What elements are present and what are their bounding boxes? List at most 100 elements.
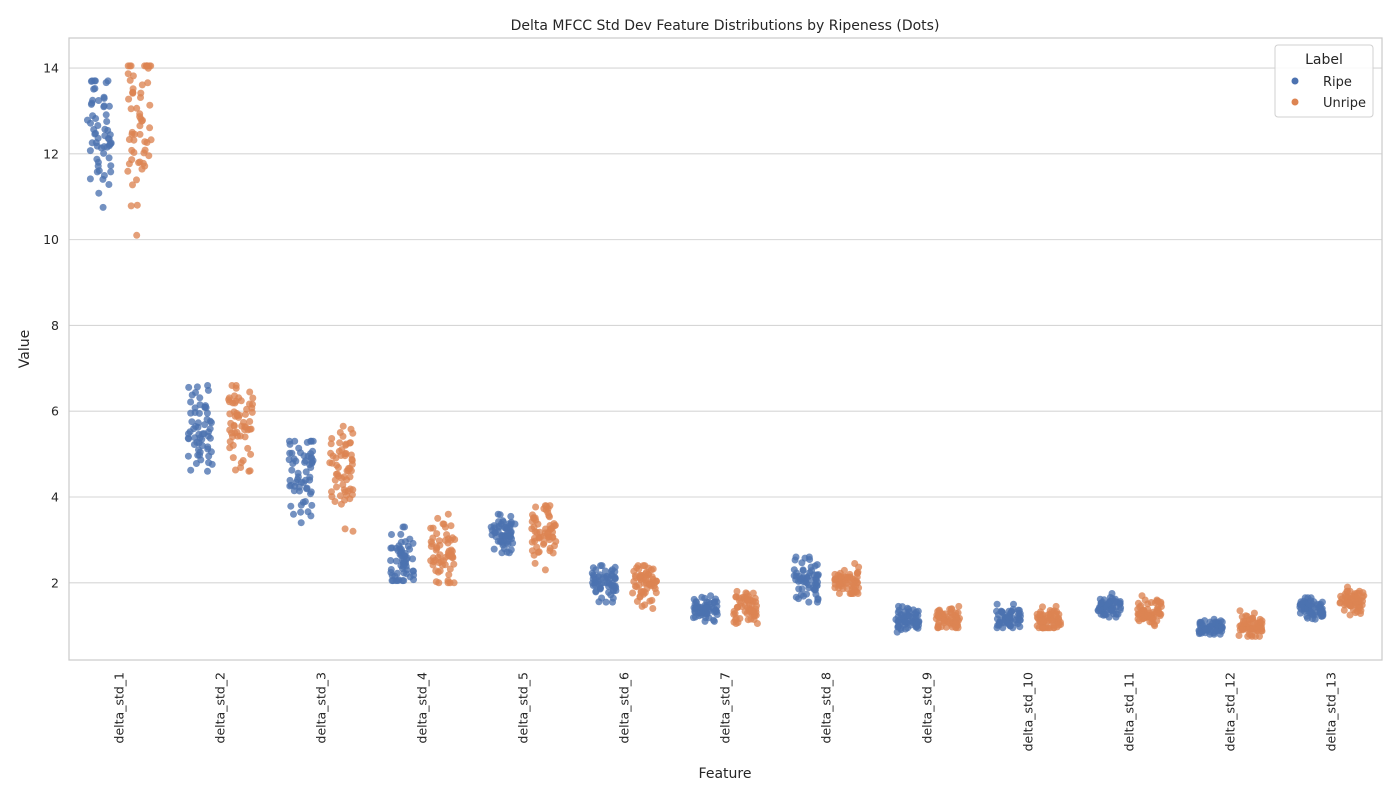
data-point-unripe	[337, 452, 345, 459]
data-point-unripe	[1353, 589, 1361, 597]
data-point-unripe	[141, 138, 149, 146]
data-point-ripe	[501, 524, 509, 532]
data-point-ripe	[185, 383, 193, 391]
data-point-unripe	[732, 593, 740, 601]
data-point-ripe	[589, 564, 597, 572]
data-point-unripe	[540, 539, 548, 547]
data-point-unripe	[339, 481, 347, 489]
data-point-unripe	[348, 457, 356, 464]
data-point-unripe	[630, 567, 638, 575]
data-point-ripe	[193, 383, 201, 391]
data-point-ripe	[1196, 618, 1204, 626]
data-point-unripe	[1157, 603, 1165, 610]
y-tick-label: 4	[51, 489, 59, 504]
data-point-unripe	[246, 418, 254, 425]
data-point-ripe	[793, 569, 800, 577]
data-point-unripe	[652, 589, 660, 597]
data-point-ripe	[308, 454, 316, 462]
legend-label-unripe: Unripe	[1323, 96, 1366, 111]
data-point-unripe	[1235, 632, 1243, 639]
data-point-ripe	[994, 611, 1002, 619]
data-point-ripe	[199, 430, 207, 438]
data-point-unripe	[636, 592, 644, 600]
data-point-unripe	[436, 541, 444, 549]
data-point-unripe	[141, 162, 149, 170]
data-point-ripe	[908, 614, 916, 621]
data-point-unripe	[247, 450, 255, 458]
data-point-unripe	[327, 440, 335, 448]
data-point-unripe	[1157, 610, 1165, 618]
data-point-unripe	[129, 89, 137, 97]
data-point-ripe	[792, 593, 800, 601]
data-point-ripe	[300, 452, 308, 460]
data-point-unripe	[736, 615, 744, 622]
data-point-ripe	[400, 557, 408, 565]
data-point-ripe	[1307, 608, 1315, 616]
y-tick-label: 14	[43, 61, 59, 76]
data-point-unripe	[141, 146, 149, 154]
data-point-unripe	[334, 464, 342, 471]
data-point-ripe	[203, 415, 211, 423]
data-point-ripe	[188, 418, 196, 426]
data-point-unripe	[246, 388, 254, 396]
data-point-ripe	[604, 573, 612, 581]
data-point-ripe	[187, 466, 195, 474]
data-point-unripe	[347, 451, 355, 459]
y-tick-label: 6	[51, 404, 59, 419]
legend-title: Label	[1305, 52, 1343, 68]
data-point-unripe	[831, 576, 839, 584]
y-tick-label: 8	[51, 318, 59, 333]
data-point-ripe	[103, 118, 111, 125]
data-point-unripe	[336, 439, 344, 447]
data-point-unripe	[532, 503, 540, 511]
data-point-ripe	[797, 575, 805, 583]
data-point-ripe	[901, 608, 909, 616]
data-point-unripe	[1249, 625, 1256, 633]
data-point-unripe	[226, 410, 234, 418]
data-point-unripe	[128, 146, 136, 154]
data-point-unripe	[229, 454, 237, 462]
data-point-ripe	[188, 391, 196, 399]
data-point-ripe	[286, 482, 294, 490]
data-point-unripe	[741, 607, 749, 615]
x-tick-label: delta_std_3	[314, 672, 329, 743]
data-point-unripe	[639, 562, 647, 570]
data-point-ripe	[409, 555, 417, 563]
data-point-ripe	[202, 404, 210, 412]
data-point-ripe	[190, 441, 198, 448]
data-point-unripe	[226, 438, 234, 446]
data-point-ripe	[1218, 624, 1226, 632]
data-point-ripe	[309, 447, 317, 455]
data-point-unripe	[940, 619, 948, 627]
data-point-ripe	[89, 96, 97, 104]
data-point-ripe	[95, 97, 103, 104]
legend-marker-ripe	[1291, 77, 1299, 85]
data-point-ripe	[107, 139, 115, 147]
data-point-ripe	[993, 600, 1001, 608]
data-point-ripe	[601, 567, 609, 575]
data-point-ripe	[401, 523, 408, 531]
data-point-unripe	[646, 597, 654, 605]
data-point-unripe	[730, 607, 738, 615]
data-point-unripe	[341, 525, 349, 533]
data-point-unripe	[336, 429, 344, 436]
data-point-unripe	[635, 581, 643, 589]
data-point-unripe	[1344, 587, 1352, 595]
data-point-unripe	[440, 520, 448, 528]
data-point-unripe	[232, 384, 240, 392]
data-point-unripe	[1242, 612, 1250, 620]
data-point-unripe	[427, 542, 435, 550]
data-point-ripe	[1009, 624, 1017, 632]
data-point-ripe	[387, 544, 395, 552]
data-point-ripe	[196, 394, 204, 402]
data-point-ripe	[90, 85, 98, 93]
data-point-unripe	[226, 398, 233, 406]
data-point-unripe	[436, 567, 444, 575]
data-point-unripe	[934, 612, 942, 620]
data-point-unripe	[129, 181, 136, 189]
data-point-unripe	[1251, 619, 1259, 627]
data-point-ripe	[406, 535, 414, 543]
data-point-unripe	[326, 459, 334, 467]
data-point-unripe	[732, 620, 740, 627]
data-point-unripe	[124, 167, 132, 175]
